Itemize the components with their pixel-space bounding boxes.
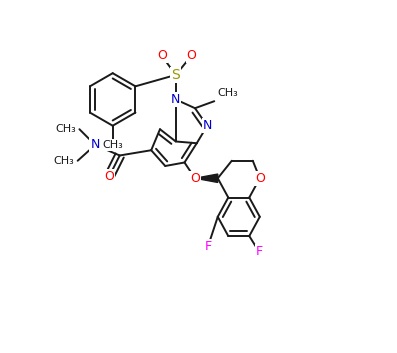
Text: CH₃: CH₃ (102, 140, 123, 150)
Text: N: N (91, 138, 100, 151)
Text: F: F (204, 240, 212, 253)
Text: O: O (255, 172, 265, 185)
Text: O: O (104, 170, 114, 183)
Text: CH₃: CH₃ (54, 156, 74, 166)
Text: O: O (187, 49, 197, 62)
Text: S: S (172, 68, 180, 82)
Text: O: O (190, 172, 200, 185)
Text: O: O (157, 49, 167, 62)
Text: N: N (171, 93, 180, 106)
Polygon shape (195, 174, 218, 183)
Text: N: N (202, 119, 212, 132)
Text: CH₃: CH₃ (218, 88, 239, 98)
Text: CH₃: CH₃ (55, 124, 76, 134)
Text: F: F (256, 245, 263, 258)
